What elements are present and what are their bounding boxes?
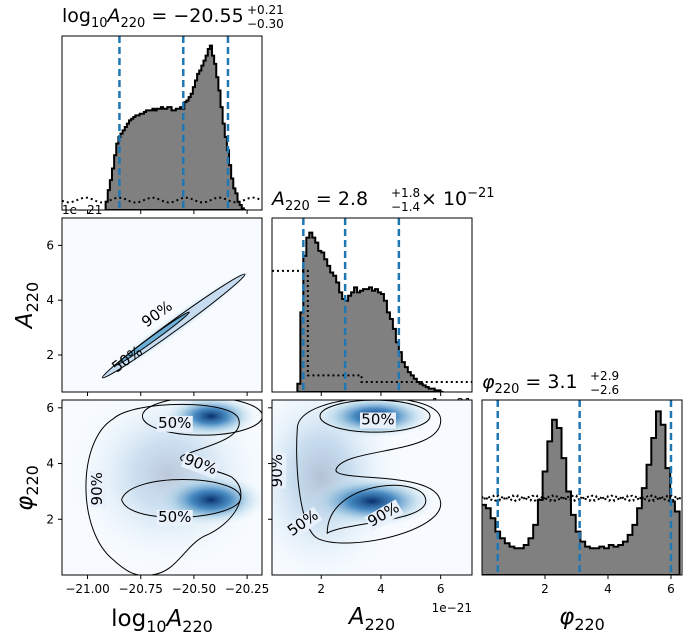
x-log-row3-tick-label-0: −21.00 <box>65 582 109 596</box>
contour-label-0: 50% <box>158 414 191 432</box>
contour-50-lower <box>326 484 427 535</box>
panel-frame <box>61 35 263 211</box>
x-log-row3-tick-label-1: −20.75 <box>119 582 163 596</box>
contour-label-bg-2 <box>284 506 323 541</box>
contour-90 <box>85 403 242 575</box>
histogram-bars <box>104 44 247 210</box>
y-phi-row3-tick-label-0: 2 <box>46 512 54 526</box>
contour-label-bg-1 <box>180 451 220 479</box>
contour-90 <box>296 400 442 544</box>
panel-frame <box>271 217 473 393</box>
hist-a220 <box>271 217 473 393</box>
offset-text-log-panel: 1e−21 <box>62 203 102 217</box>
x-phi-row3-tick-label-2: 6 <box>667 582 675 596</box>
x-phi-row3-tick-label-1: 4 <box>604 582 612 596</box>
contour-label-bg-2 <box>90 470 107 507</box>
panel-frame <box>481 399 683 576</box>
x-axis-label-log-a220: log10A220 <box>111 606 213 636</box>
title-a220-upper-error: +1.8 <box>391 186 420 200</box>
x-a-row3-tick-label-1: 4 <box>377 582 385 596</box>
contour-50-lower <box>121 479 242 518</box>
contour-label-bg-1 <box>272 452 286 489</box>
y-a-row2-tick-label-0: 2 <box>46 348 54 362</box>
x-axis-label-a220: A220 <box>347 604 395 634</box>
hist-phi220 <box>481 399 683 576</box>
prior-curve <box>482 494 682 503</box>
density-log-vs-a: 50%90% <box>61 217 263 393</box>
y-a-row2-tick-label-2: 6 <box>46 238 54 252</box>
title-upper-error: +0.21 <box>247 3 284 17</box>
x-phi-row3-tick-label-0: 2 <box>541 582 549 596</box>
x-a-row3-tick-label-0: 2 <box>317 582 325 596</box>
hist-log-a220 <box>61 35 263 211</box>
title-phi220: φ220 = 3.1 <box>482 371 578 397</box>
panel-frame <box>61 399 263 576</box>
y-axis-label-a220: A220 <box>12 282 42 330</box>
title-a220-scale: × 10−21 <box>421 186 495 210</box>
contour-label-bg-3 <box>364 499 404 532</box>
y-axis-label-phi220: φ220 <box>12 465 42 511</box>
contour-50-upper <box>141 400 262 436</box>
contour-label-0: 50% <box>361 411 394 429</box>
title-phi220-lower-error: −2.6 <box>590 383 619 397</box>
y-phi-row3-tick-label-2: 6 <box>46 401 54 415</box>
density-wide <box>68 400 262 570</box>
contour-label-1: 90% <box>268 454 286 487</box>
title-a220: A220 = 2.8 <box>270 188 368 214</box>
title-phi220-upper-error: +2.9 <box>590 369 619 383</box>
title-lower-error: −0.30 <box>247 17 284 31</box>
y-phi-row3-tick-label-1: 4 <box>46 457 54 471</box>
density-a-vs-phi: 50%90%50% 90% <box>268 399 473 576</box>
panel-frame <box>61 217 263 393</box>
contour-50 <box>117 311 190 365</box>
contour-label-3: 50% <box>158 508 191 526</box>
histogram-bars <box>482 410 681 575</box>
density-log-vs-phi: 50%90%90%50% <box>61 399 263 576</box>
x-log-row3-tick-label-3: −20.25 <box>225 582 269 596</box>
y-a-row2-tick-label-1: 4 <box>46 293 54 307</box>
title-a220-lower-error: −1.4 <box>391 200 420 214</box>
density-background <box>62 218 262 392</box>
contour-label-bg-3 <box>156 510 193 527</box>
title-log-a220: log10A220 = −20.55 <box>62 5 244 31</box>
offset-text-a-axis: 1e−21 <box>432 601 472 615</box>
contour-label-bg-0 <box>359 412 396 429</box>
contour-label-2: 90% <box>88 472 106 505</box>
panel-frame <box>271 399 473 576</box>
histogram-bars <box>296 231 444 392</box>
x-log-row3-tick-label-2: −20.50 <box>172 582 216 596</box>
contour-label-bg-0 <box>156 415 193 432</box>
x-a-row3-tick-label-2: 6 <box>437 582 445 596</box>
x-axis-label-phi220: φ220 <box>559 604 605 634</box>
density-mode-lower <box>307 475 437 528</box>
